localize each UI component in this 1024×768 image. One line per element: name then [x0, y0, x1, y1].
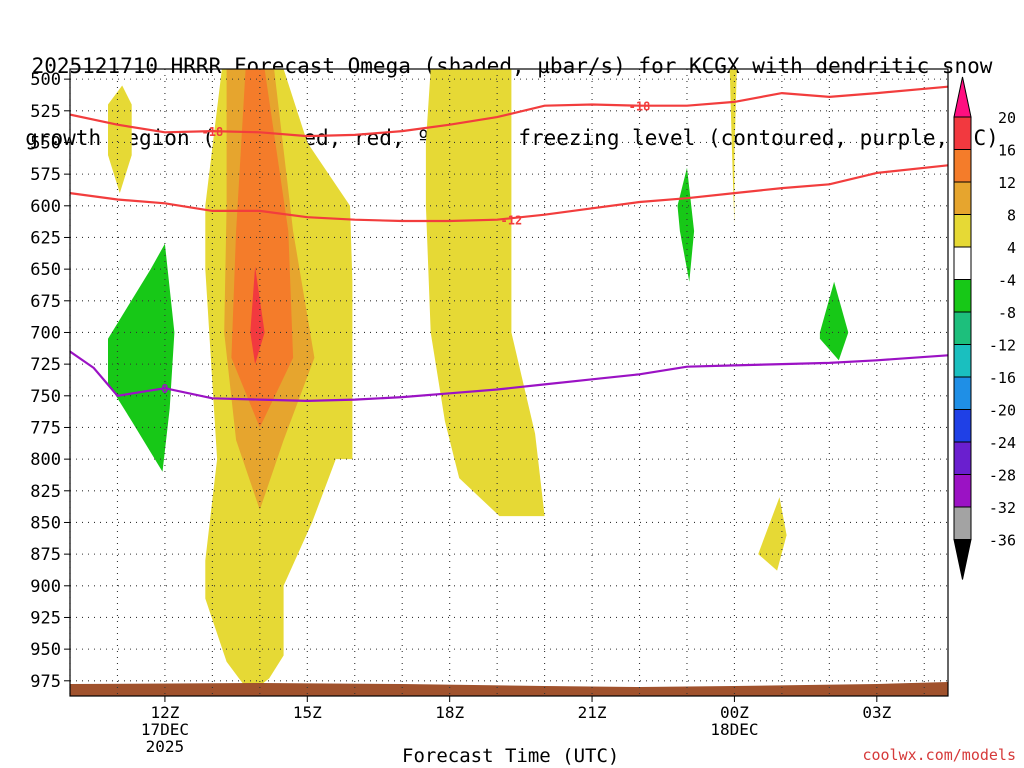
omega-red-16-20-region-1	[250, 266, 265, 365]
x-tick-label-21Z: 21Z	[578, 703, 607, 722]
y-tick-label-625: 625	[30, 228, 61, 248]
colorbar-label-10: -24	[989, 434, 1016, 452]
y-tick-label-900: 900	[30, 577, 61, 597]
x-tick-sublabel-12Z-1: 2025	[146, 737, 185, 756]
contour-freezing-level	[70, 350, 948, 403]
colorbar-top-arrow	[953, 76, 972, 118]
omega-yellow-4-8-region-4	[729, 69, 737, 225]
colorbar-segment-1	[953, 116, 972, 150]
colorbar-label-4: 4	[1007, 239, 1016, 257]
x-tick-sublabel-00Z-0: 18DEC	[710, 720, 758, 739]
y-tick-label-575: 575	[30, 165, 61, 185]
x-tick-label-03Z: 03Z	[862, 703, 891, 722]
y-tick-label-550: 550	[30, 133, 61, 153]
colorbar-segment-3	[953, 181, 972, 215]
colorbar-segment-11	[953, 441, 972, 475]
terrain-strip	[70, 682, 948, 696]
y-tick-label-650: 650	[30, 260, 61, 280]
colorbar-segment-2	[953, 149, 972, 183]
y-tick-label-600: 600	[30, 197, 61, 217]
y-tick-label-850: 850	[30, 513, 61, 533]
x-tick-label-18Z: 18Z	[435, 703, 464, 722]
contour-label-dgz-minus-18-0: -18	[202, 125, 224, 139]
contour-label-freezing-level-0: 0	[161, 382, 168, 396]
colorbar-segment-4	[953, 214, 972, 248]
colorbar-label-3: 8	[1007, 207, 1016, 225]
colorbar-label-13: -36	[989, 532, 1016, 550]
y-tick-label-925: 925	[30, 608, 61, 628]
omega-green-neg4-neg8-region-1	[108, 243, 175, 472]
x-tick-label-15Z: 15Z	[293, 703, 322, 722]
x-tick-label-00Z: 00Z	[720, 703, 749, 722]
y-tick-label-725: 725	[30, 355, 61, 375]
y-tick-label-800: 800	[30, 450, 61, 470]
omega-green-neg4-neg8-region-3	[819, 281, 849, 361]
y-tick-label-875: 875	[30, 545, 61, 565]
colorbar-label-9: -20	[989, 402, 1016, 420]
colorbar-label-1: 16	[998, 142, 1016, 160]
x-axis-title: Forecast Time (UTC)	[402, 745, 620, 767]
colorbar-segment-5	[953, 246, 972, 280]
colorbar-label-11: -28	[989, 467, 1016, 485]
colorbar-label-2: 12	[998, 174, 1016, 192]
colorbar-segment-10	[953, 409, 972, 443]
omega-yellow-4-8-region-1	[108, 85, 132, 194]
colorbar-segment-6	[953, 279, 972, 313]
contour-dgz-minus-18	[70, 85, 948, 138]
x-tick-sublabel-12Z-0: 17DEC	[141, 720, 189, 739]
colorbar-label-8: -16	[989, 369, 1016, 387]
x-tick-label-12Z: 12Z	[150, 703, 179, 722]
colorbar-label-7: -12	[989, 337, 1016, 355]
y-tick-label-950: 950	[30, 640, 61, 660]
y-tick-label-975: 975	[30, 672, 61, 692]
colorbar-bottom-arrow	[953, 539, 972, 580]
colorbar-label-12: -32	[989, 499, 1016, 517]
y-tick-label-500: 500	[30, 70, 61, 90]
omega-green-neg4-neg8-region-2	[677, 167, 695, 282]
contour-label-dgz-minus-18-1: -18	[629, 100, 651, 114]
omega-yellow-4-8-region-3	[425, 69, 545, 517]
colorbar-segment-7	[953, 311, 972, 345]
colorbar-segment-8	[953, 344, 972, 378]
y-tick-label-700: 700	[30, 323, 61, 343]
colorbar-segment-12	[953, 474, 972, 508]
contour-dgz-minus-12	[70, 164, 948, 223]
colorbar-label-0: 20	[998, 109, 1016, 127]
y-tick-label-825: 825	[30, 482, 61, 502]
colorbar-label-6: -8	[998, 304, 1016, 322]
colorbar-segment-9	[953, 376, 972, 410]
colorbar-segment-13	[953, 506, 972, 540]
contour-label-dgz-minus-12-0: -12	[501, 214, 523, 228]
omega-yellow-4-8-region-5	[758, 497, 787, 571]
y-tick-label-675: 675	[30, 292, 61, 312]
y-tick-label-775: 775	[30, 418, 61, 438]
colorbar-label-5: -4	[998, 272, 1016, 290]
y-tick-label-750: 750	[30, 387, 61, 407]
y-tick-label-525: 525	[30, 102, 61, 122]
omega-orange-12-16-region-1	[231, 69, 294, 428]
credit-text: coolwx.com/models	[862, 746, 1016, 764]
plot-frame	[69, 68, 949, 697]
